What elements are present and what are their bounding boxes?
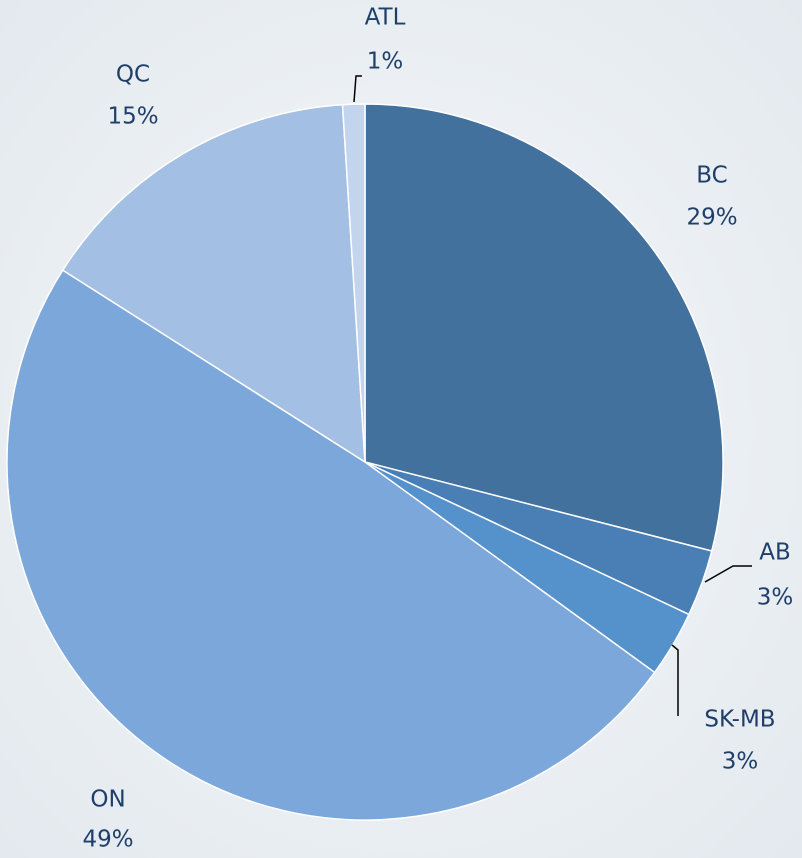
slice-label: ON [90, 787, 125, 813]
pie-slice [61, 103, 366, 464]
slice-label: ATL [365, 5, 406, 31]
slice-value: 3% [757, 585, 794, 611]
slice-value: 15% [107, 104, 158, 130]
slice-value: 1% [367, 49, 404, 75]
slice-label: AB [759, 540, 791, 566]
slice-label: SK-MB [704, 707, 775, 733]
leader-line [353, 75, 362, 103]
pie-slice [341, 103, 366, 463]
pie [6, 103, 724, 821]
slice-value: 3% [722, 749, 759, 775]
slice-label: BC [696, 163, 727, 189]
slice-value: 29% [686, 205, 737, 231]
leader-line [671, 644, 679, 716]
leader-line [704, 565, 752, 583]
labels: BC 29% AB 3% SK-MB 3% ON 49% QC 15% ATL 1% [82, 5, 793, 853]
pie-slice [6, 269, 656, 821]
pie-slice [364, 103, 724, 552]
slice-value: 49% [82, 827, 133, 853]
slice-label: QC [116, 62, 150, 88]
